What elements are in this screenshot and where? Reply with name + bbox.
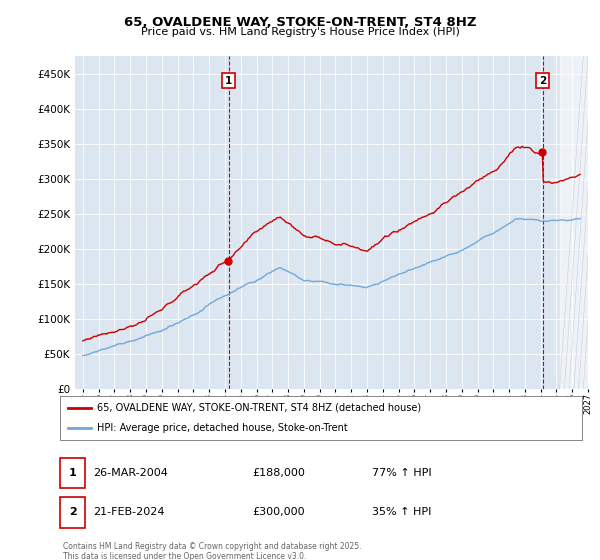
- Text: £188,000: £188,000: [252, 468, 305, 478]
- Bar: [560, 56, 600, 389]
- Text: Price paid vs. HM Land Registry's House Price Index (HPI): Price paid vs. HM Land Registry's House …: [140, 27, 460, 37]
- Text: £300,000: £300,000: [252, 507, 305, 517]
- Text: 1: 1: [69, 468, 76, 478]
- Text: 65, OVALDENE WAY, STOKE-ON-TRENT, ST4 8HZ: 65, OVALDENE WAY, STOKE-ON-TRENT, ST4 8H…: [124, 16, 476, 29]
- Text: 26-MAR-2004: 26-MAR-2004: [93, 468, 168, 478]
- Text: HPI: Average price, detached house, Stoke-on-Trent: HPI: Average price, detached house, Stok…: [97, 423, 347, 433]
- Text: 65, OVALDENE WAY, STOKE-ON-TRENT, ST4 8HZ (detached house): 65, OVALDENE WAY, STOKE-ON-TRENT, ST4 8H…: [97, 403, 421, 413]
- Text: 1: 1: [225, 76, 232, 86]
- Text: Contains HM Land Registry data © Crown copyright and database right 2025.
This d: Contains HM Land Registry data © Crown c…: [63, 542, 361, 560]
- Text: 21-FEB-2024: 21-FEB-2024: [93, 507, 164, 517]
- Text: 35% ↑ HPI: 35% ↑ HPI: [372, 507, 431, 517]
- Text: 2: 2: [69, 507, 76, 517]
- Text: 2: 2: [539, 76, 547, 86]
- Text: 77% ↑ HPI: 77% ↑ HPI: [372, 468, 431, 478]
